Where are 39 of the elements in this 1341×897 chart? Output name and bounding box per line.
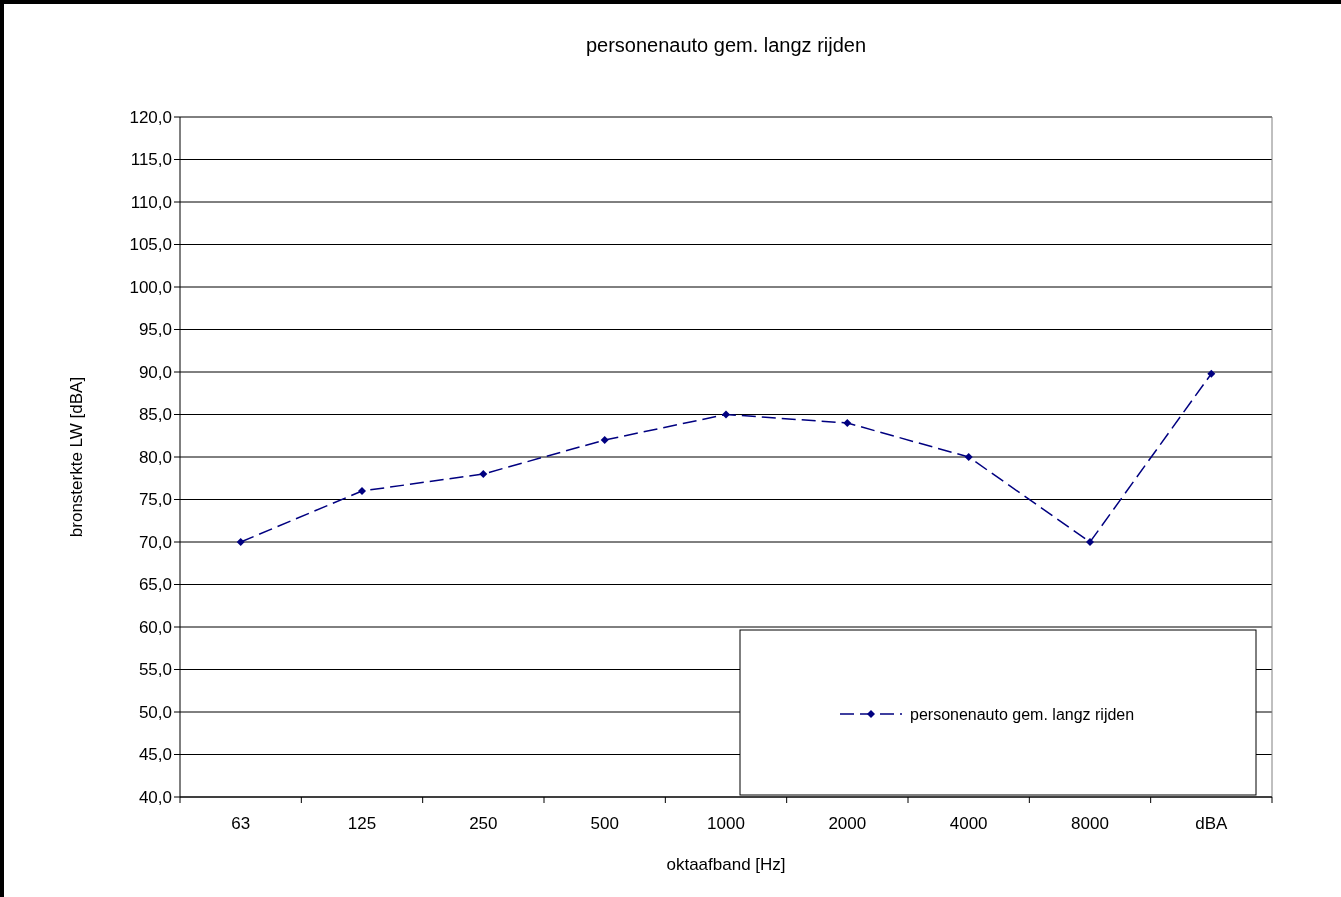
x-tick-label: 8000 bbox=[1071, 814, 1109, 833]
y-tick-label: 100,0 bbox=[129, 277, 172, 297]
y-tick-label: 50,0 bbox=[138, 702, 172, 722]
point bbox=[600, 436, 609, 444]
x-tick-label: 1000 bbox=[707, 814, 745, 833]
legend-label: personenauto gem. langz rijden bbox=[910, 705, 1135, 723]
x-tick-label: 125 bbox=[347, 814, 377, 833]
y-tick-label: 120,0 bbox=[129, 107, 172, 127]
y-tick-label: 75,0 bbox=[138, 490, 172, 510]
y-axis-title: bronsterkte LW [dBA] bbox=[67, 376, 86, 538]
point bbox=[843, 419, 852, 427]
y-tick-label: 55,0 bbox=[138, 660, 172, 680]
point bbox=[1207, 369, 1216, 378]
x-axis-title: oktaafband [Hz] bbox=[666, 855, 786, 874]
point bbox=[722, 410, 730, 419]
point bbox=[1086, 538, 1094, 546]
point bbox=[479, 470, 488, 478]
x-tick-label: 2000 bbox=[828, 814, 867, 833]
point bbox=[358, 487, 366, 495]
x-tick-label: 63 bbox=[231, 814, 251, 833]
chart-title: personenauto gem. langz rijden bbox=[585, 34, 867, 56]
x-tick-label: 500 bbox=[590, 814, 619, 833]
x-tick-label: dBA bbox=[1195, 814, 1229, 833]
y-tick-label: 80,0 bbox=[138, 447, 172, 467]
y-tick-label: 90,0 bbox=[138, 362, 172, 382]
y-tick-label: 105,0 bbox=[129, 235, 172, 255]
y-tick-label: 70,0 bbox=[138, 532, 172, 552]
x-tick-label: 250 bbox=[469, 814, 498, 833]
y-tick-label: 40,0 bbox=[138, 787, 172, 807]
point bbox=[236, 538, 245, 546]
y-tick-label: 60,0 bbox=[138, 617, 172, 637]
y-tick-label: 110,0 bbox=[130, 192, 172, 212]
y-tick-label: 85,0 bbox=[138, 405, 172, 425]
y-tick-label: 95,0 bbox=[138, 320, 172, 340]
point bbox=[964, 453, 973, 461]
y-tick-label: 115,0 bbox=[130, 150, 172, 170]
x-tick-label: 4000 bbox=[949, 814, 988, 833]
y-tick-label: 45,0 bbox=[138, 745, 172, 765]
y-tick-label: 65,0 bbox=[138, 575, 172, 595]
